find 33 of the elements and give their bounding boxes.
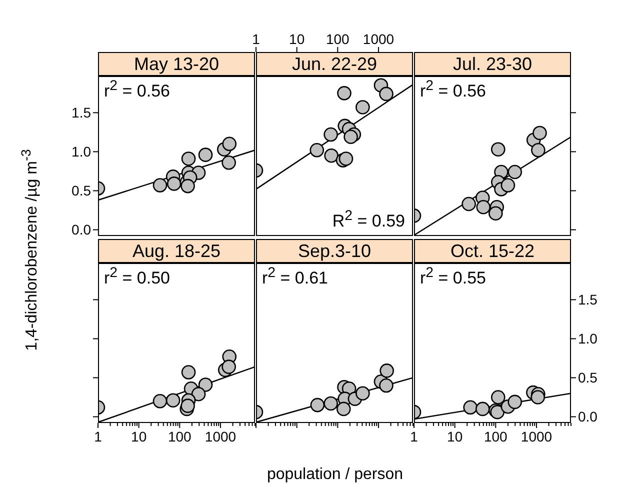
y-tick-label: 1.5 xyxy=(578,292,598,308)
y-tick-label: 0.5 xyxy=(72,182,92,199)
annotation: r$^{2}$ = 0.50 xyxy=(104,265,170,289)
x-axis-title: population / person xyxy=(266,466,404,484)
annotation: r$^{2}$ = 0.56 xyxy=(420,78,486,102)
y-tick-label: 0.0 xyxy=(578,408,598,425)
y-tick-label: 0.5 xyxy=(578,370,598,386)
chart-title: Oct. 15-22 xyxy=(414,239,571,263)
chart-title: Sep.3-10 xyxy=(256,239,413,263)
x-tick-label: 100 xyxy=(484,428,508,444)
chart-title: Aug. 18-25 xyxy=(98,239,255,263)
x-tick-label: 10 xyxy=(447,428,463,444)
chart-title: May 13-20 xyxy=(98,52,255,76)
annotation: R$^{2}$ = 0.59 xyxy=(332,208,405,232)
annotation: r$^{2}$ = 0.55 xyxy=(420,265,486,289)
x-tick-label: 100 xyxy=(326,31,350,47)
annotation: r$^{2}$ = 0.61 xyxy=(262,265,328,289)
x-tick-label: 10 xyxy=(131,428,147,444)
x-tick-label: 1000 xyxy=(204,428,236,444)
x-tick-label: 1000 xyxy=(362,31,394,47)
y-tick-label: 0.0 xyxy=(72,222,92,238)
x-tick-label: 1000 xyxy=(520,428,552,444)
annotation: r$^{2}$ = 0.56 xyxy=(104,78,170,102)
y-tick-label: 1.0 xyxy=(72,144,92,160)
chart-title: Jun. 22-29 xyxy=(256,52,413,76)
x-tick-label: 1 xyxy=(94,428,102,444)
chart-title: Jul. 23-30 xyxy=(414,52,571,76)
y-tick-label: 1.5 xyxy=(72,104,92,121)
x-tick-label: 1 xyxy=(410,428,418,444)
x-tick-label: 100 xyxy=(168,428,192,444)
x-tick-label: 10 xyxy=(289,31,305,47)
y-tick-label: 1.0 xyxy=(578,330,598,347)
x-tick-label: 1 xyxy=(252,31,260,47)
